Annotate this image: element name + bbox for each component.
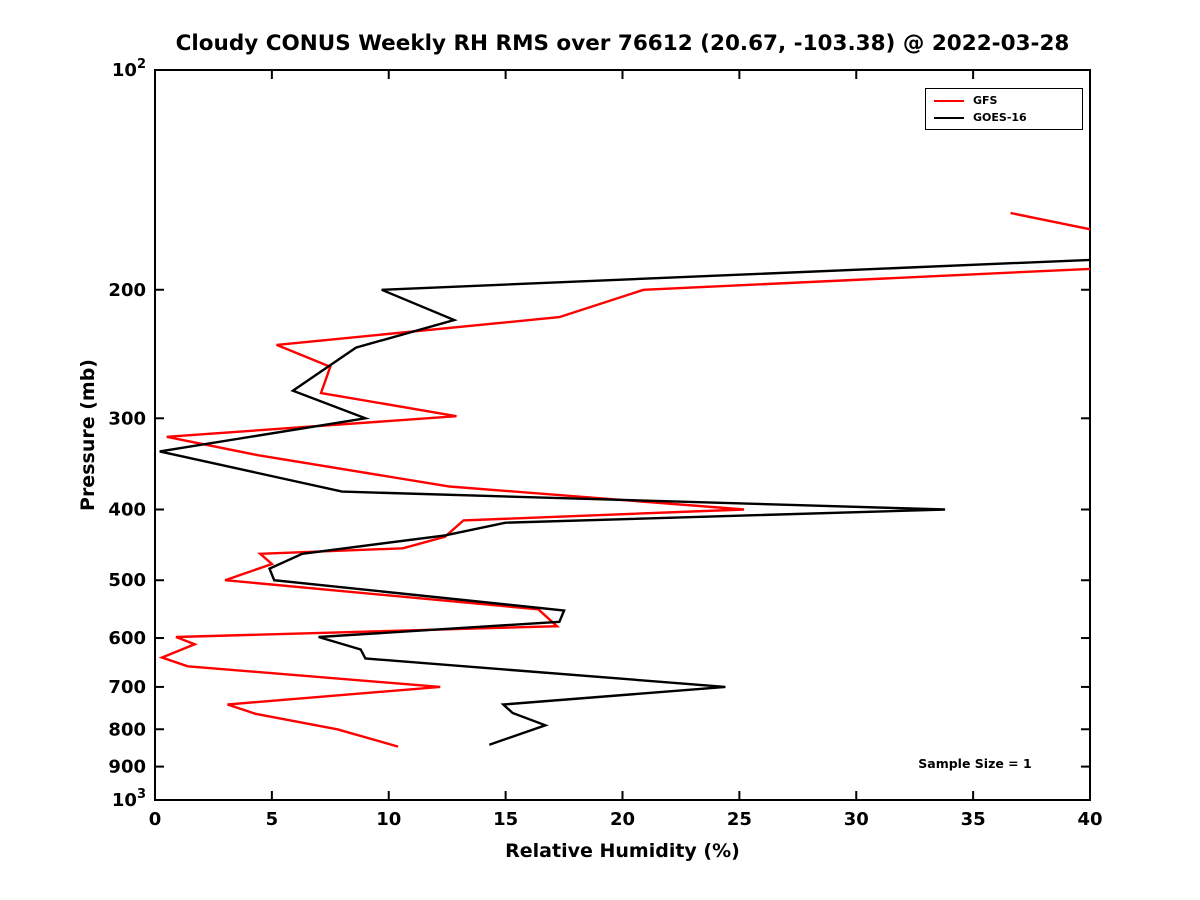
y-tick-label: 900 — [108, 757, 146, 778]
legend: GFS GOES-16 — [925, 88, 1083, 130]
gfs-line-swatch — [934, 99, 964, 102]
legend-label-goes16: GOES-16 — [973, 111, 1027, 124]
x-tick-label: 15 — [493, 809, 518, 830]
sample-size-annotation: Sample Size = 1 — [918, 756, 1032, 771]
y-tick-label: 102 — [112, 57, 146, 81]
y-tick-label: 800 — [108, 719, 146, 740]
y-tick-label: 103 — [112, 787, 146, 811]
x-tick-label: 0 — [149, 809, 162, 830]
y-tick-label: 400 — [108, 500, 146, 521]
x-tick-label: 35 — [961, 809, 986, 830]
axes-box — [154, 69, 1091, 801]
y-tick-label: 600 — [108, 628, 146, 649]
y-tick-label: 700 — [108, 677, 146, 698]
legend-label-gfs: GFS — [973, 94, 998, 107]
legend-entry-gfs: GFS — [934, 94, 1074, 107]
y-tick-label: 500 — [108, 570, 146, 591]
x-tick-label: 25 — [727, 809, 752, 830]
goes16-line-swatch — [934, 116, 964, 119]
x-tick-label: 10 — [376, 809, 401, 830]
y-tick-label: 300 — [108, 408, 146, 429]
legend-entry-goes16: GOES-16 — [934, 111, 1074, 124]
x-tick-label: 20 — [610, 809, 635, 830]
chart-title: Cloudy CONUS Weekly RH RMS over 76612 (2… — [175, 31, 1070, 56]
x-tick-label: 30 — [844, 809, 869, 830]
series-line-gfs — [158, 211, 1090, 748]
y-tick-label: 200 — [108, 280, 146, 301]
x-tick-label: 40 — [1077, 809, 1102, 830]
x-axis-label: Relative Humidity (%) — [505, 840, 740, 862]
x-tick-label: 5 — [266, 809, 279, 830]
series-line-goes-16 — [159, 258, 1090, 746]
